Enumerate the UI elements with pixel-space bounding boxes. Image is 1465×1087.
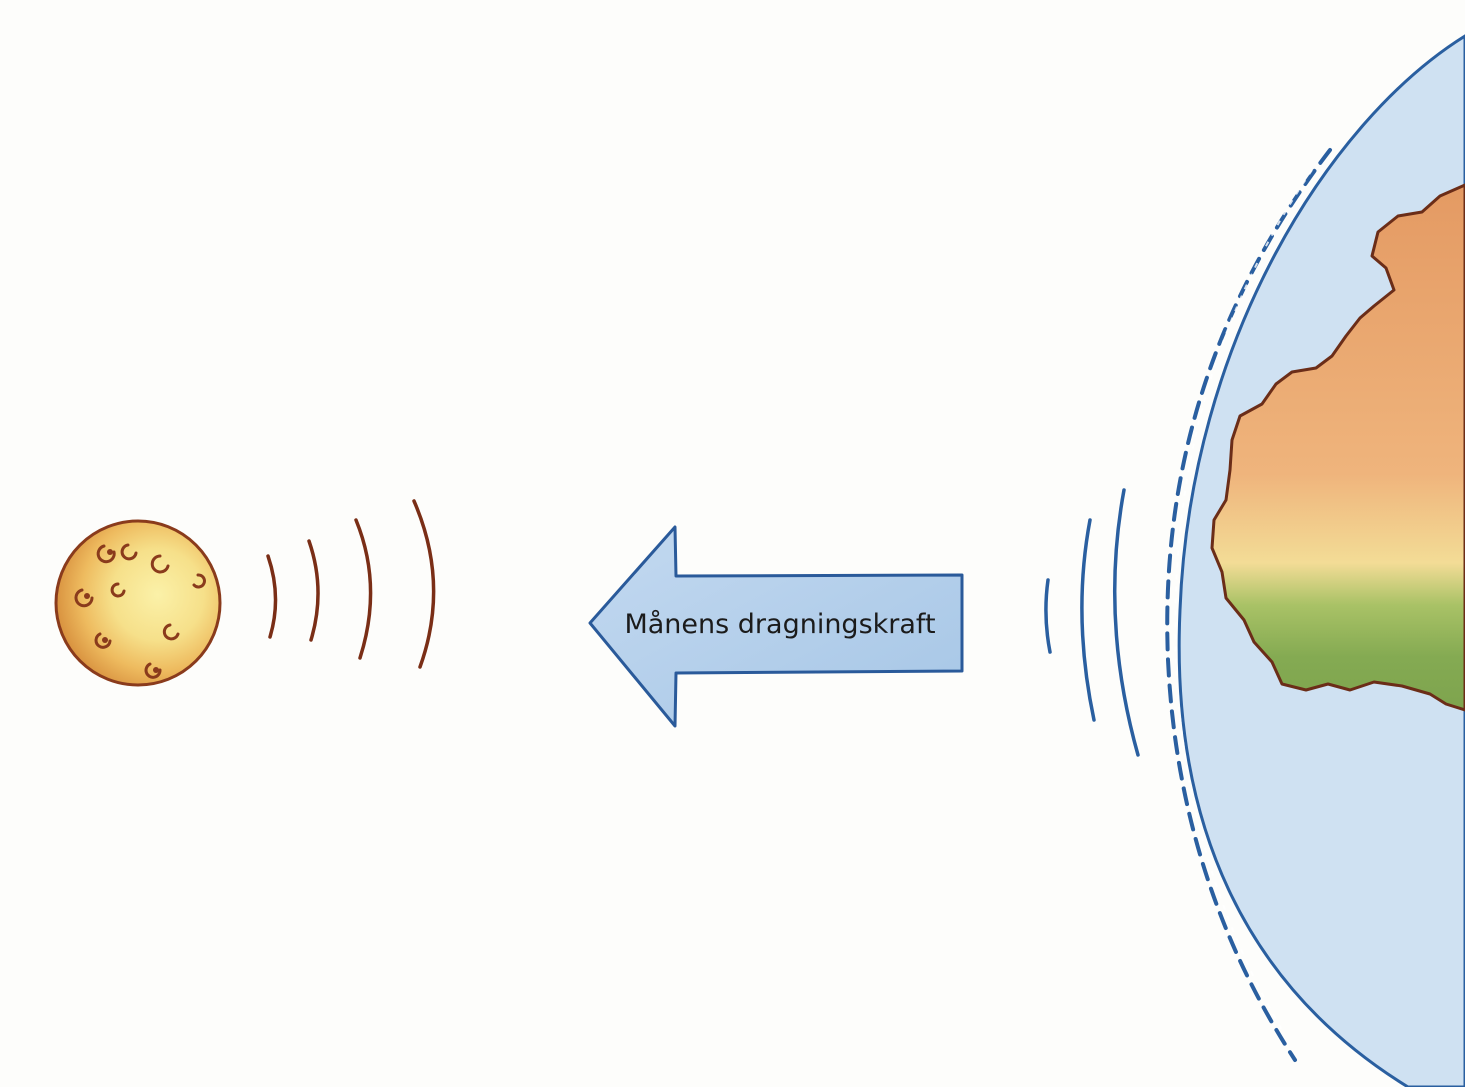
arrow-label: Månens dragningskraft <box>624 609 935 640</box>
moon-wave-2 <box>307 539 320 642</box>
continent <box>1210 183 1465 712</box>
moon-wave-4 <box>412 499 436 669</box>
arrow-shape <box>588 525 964 728</box>
earth <box>1165 34 1465 1087</box>
moon-body <box>54 519 222 687</box>
earth-wave-2 <box>1080 518 1096 722</box>
moon-craters <box>74 543 206 679</box>
moon-wave-3 <box>354 518 373 660</box>
moon-wave-1 <box>266 554 278 639</box>
moon-crater-dots <box>84 549 159 673</box>
earth-gravity-waves <box>1044 488 1140 757</box>
moon <box>54 519 222 687</box>
earth-surface-dashed-inner <box>1174 169 1313 1031</box>
earth-wave-1 <box>1044 578 1052 654</box>
earth-surface-dashed <box>1165 148 1332 1062</box>
moon-gravity-waves <box>266 499 436 669</box>
gravity-arrow: Månens dragningskraft <box>588 525 964 728</box>
earth-wave-3 <box>1112 488 1140 757</box>
